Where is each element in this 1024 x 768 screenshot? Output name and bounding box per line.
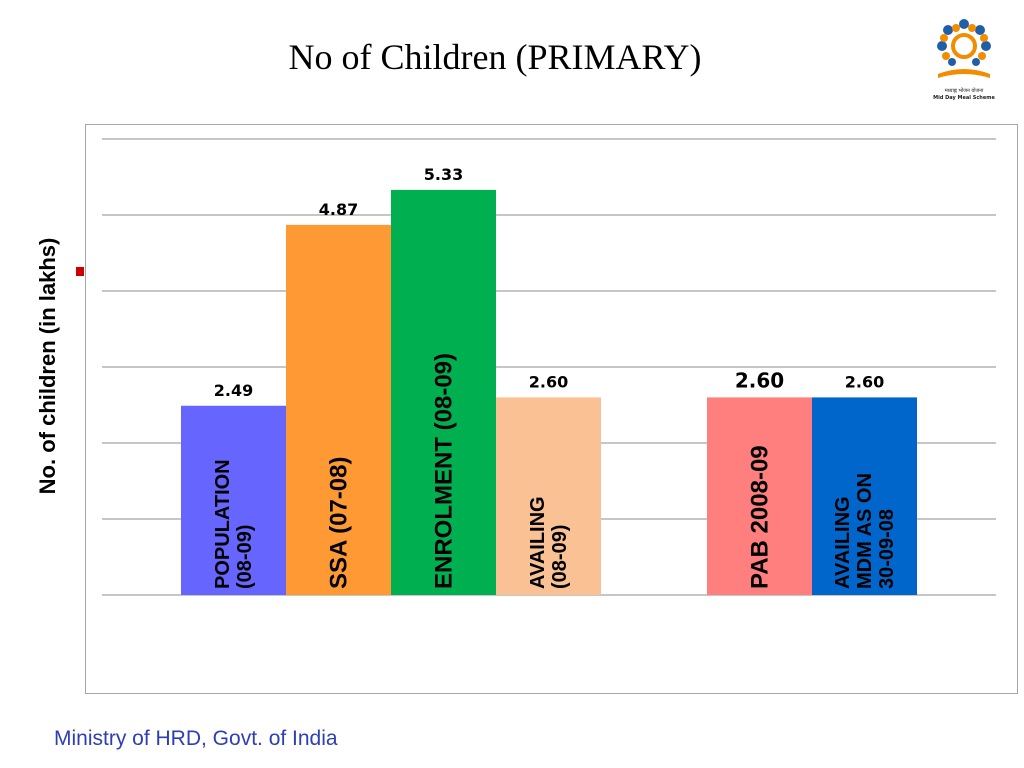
slide-title: No of Children (PRIMARY) bbox=[288, 37, 702, 77]
category-label-line: AVAILING bbox=[527, 496, 549, 589]
data-label-1: 4.87 bbox=[319, 200, 358, 219]
category-label-line: ENROLMENT (08-09) bbox=[430, 353, 457, 589]
chart-area: 2.49 POPULATION(08-09) 4.87 SSA (07-08) 5.33… bbox=[85, 124, 1018, 694]
category-label-0: POPULATION(08-09) bbox=[212, 459, 256, 589]
category-label-line: PAB 2008-09 bbox=[746, 445, 773, 589]
bar-3 bbox=[496, 397, 601, 595]
data-label-3: 2.60 bbox=[529, 372, 568, 391]
data-label-5: 2.60 bbox=[845, 372, 884, 391]
category-label-line: 30-09-08 bbox=[876, 509, 898, 589]
logo-caption-hindi: मध्याह्न भोजन योजना bbox=[944, 88, 984, 94]
category-label-line: POPULATION bbox=[212, 459, 234, 589]
category-label-line: (08-09) bbox=[549, 525, 571, 589]
category-label-line: (08-09) bbox=[234, 525, 256, 589]
bar-0 bbox=[181, 405, 286, 595]
data-label-4: 2.60 bbox=[735, 368, 784, 392]
bar-5 bbox=[812, 397, 917, 595]
category-label-3: AVAILING(08-09) bbox=[527, 496, 571, 589]
category-label-4: PAB 2008-09 bbox=[746, 445, 773, 589]
category-label-line: SSA (07-08) bbox=[325, 457, 352, 590]
category-label-line: AVAILING bbox=[832, 496, 854, 589]
footer-text: Ministry of HRD, Govt. of India bbox=[54, 727, 338, 750]
logo-caption-english: Mid Day Meal Scheme bbox=[933, 95, 995, 101]
category-label-1: SSA (07-08) bbox=[325, 457, 352, 590]
category-label-5: AVAILINGMDM AS ON30-09-08 bbox=[832, 473, 898, 589]
bullet-marker bbox=[76, 267, 84, 276]
logo-emblem-icon bbox=[937, 19, 991, 78]
data-label-2: 5.33 bbox=[424, 165, 463, 184]
category-label-line: MDM AS ON bbox=[854, 473, 876, 589]
y-axis-label: No. of children (in lakhs) bbox=[35, 237, 60, 495]
category-label-2: ENROLMENT (08-09) bbox=[430, 353, 457, 589]
data-label-0: 2.49 bbox=[214, 381, 253, 400]
bar-1 bbox=[286, 224, 391, 595]
bar-2 bbox=[391, 189, 496, 596]
bar-4 bbox=[707, 397, 812, 595]
mid-day-meal-logo: मध्याह्न भोजन योजना Mid Day Meal Scheme bbox=[928, 16, 1000, 106]
